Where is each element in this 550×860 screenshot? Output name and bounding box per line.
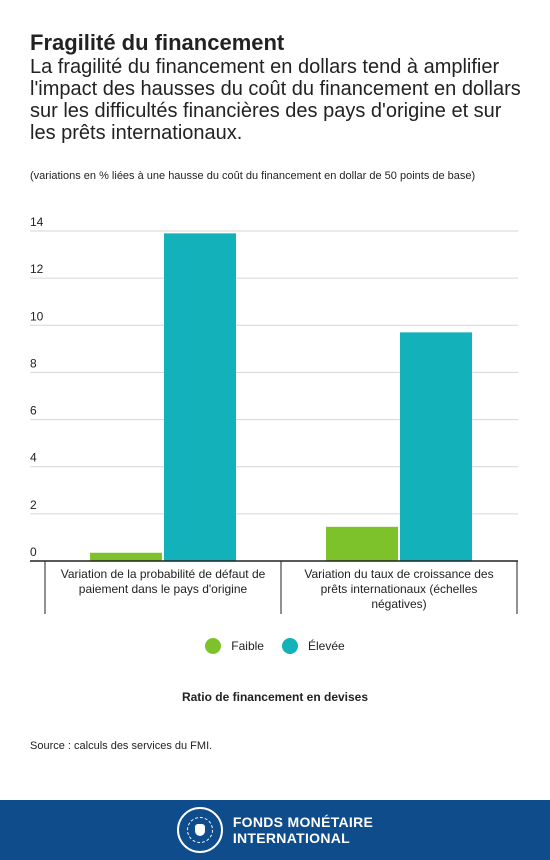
chart-title: Fragilité du financement <box>30 30 285 55</box>
y-tick-label: 12 <box>30 262 44 276</box>
legend-item-faible: Faible <box>205 638 264 654</box>
legend-title: Ratio de financement en devises <box>181 690 369 704</box>
legend-label-faible: Faible <box>231 639 264 653</box>
bar-elevee-1 <box>164 233 236 561</box>
legend: Faible Élevée <box>0 638 550 654</box>
legend-swatch-faible <box>205 638 222 654</box>
bar-faible-2 <box>326 526 398 561</box>
imf-name-line2: INTERNATIONAL <box>232 830 350 846</box>
x-category-label: Variation de la probabilité de défaut de… <box>61 567 266 596</box>
y-tick-label: 6 <box>30 404 37 418</box>
chart-subtitle: La fragilité du financement en dollars t… <box>30 56 521 144</box>
units-note: (variations en % liées à une hausse du c… <box>30 170 476 182</box>
imf-footer: FONDS MONÉTAIRE INTERNATIONAL <box>0 800 550 860</box>
legend-label-elevee: Élevée <box>307 639 345 653</box>
y-tick-label: 2 <box>30 498 37 512</box>
legend-swatch-elevee <box>281 638 298 654</box>
source-note: Source : calculs des services du FMI. <box>30 740 213 752</box>
bar-elevee-2 <box>400 332 472 561</box>
bar-faible-1 <box>90 552 162 561</box>
y-tick-label: 0 <box>30 545 37 559</box>
imf-name-line1: FONDS MONÉTAIRE <box>232 814 374 830</box>
y-tick-label: 10 <box>30 309 44 323</box>
imf-wordmark: FONDS MONÉTAIRE INTERNATIONAL <box>233 814 373 846</box>
x-category-label: Variation du taux de croissance des prêts… <box>304 567 493 611</box>
legend-item-elevee: Élevée <box>281 638 345 654</box>
imf-seal-logo <box>176 807 223 853</box>
bar-chart: 0 2 4 6 8 10 12 14 Variation de la probabilité d… <box>30 215 518 614</box>
y-tick-label: 4 <box>30 451 37 465</box>
y-tick-label: 14 <box>30 215 44 229</box>
y-tick-label: 8 <box>30 356 37 370</box>
